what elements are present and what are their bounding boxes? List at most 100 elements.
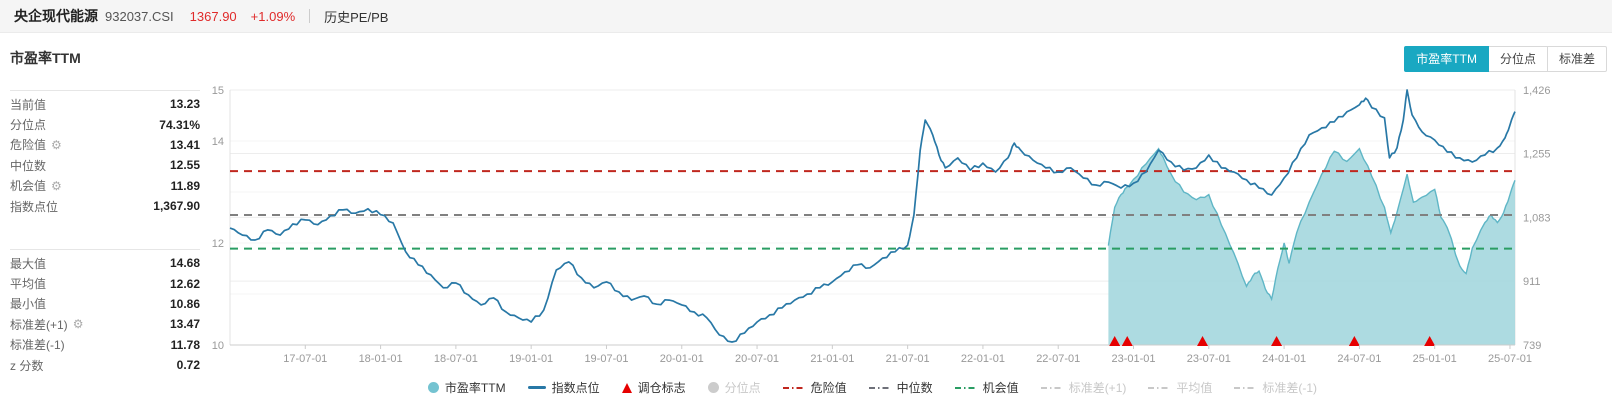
legend-item-分位点[interactable]: 分位点 bbox=[707, 379, 761, 396]
x-axis-tick: 24-01-01 bbox=[1262, 353, 1306, 365]
x-axis-tick: 23-01-01 bbox=[1111, 353, 1155, 365]
legend-item-调仓标志[interactable]: 调仓标志 bbox=[621, 379, 686, 396]
tab-标准差[interactable]: 标准差 bbox=[1546, 46, 1607, 72]
stat-row: 最大值 14.68 bbox=[10, 253, 200, 273]
stat-label: 平均值 bbox=[10, 277, 47, 292]
stat-row: 机会值 ⚙ 11.89 bbox=[10, 176, 200, 196]
x-axis-tick: 19-01-01 bbox=[509, 353, 553, 365]
circle-legend-icon bbox=[707, 382, 719, 393]
legend-label: 标准差(-1) bbox=[1262, 381, 1318, 395]
stat-label: 最小值 bbox=[10, 297, 47, 312]
stat-value: 12.55 bbox=[169, 158, 200, 173]
stat-value: 11.89 bbox=[170, 178, 200, 193]
x-axis-tick: 19-07-01 bbox=[584, 353, 628, 365]
x-axis-tick: 20-01-01 bbox=[660, 353, 704, 365]
y-axis-right-tick: 739 bbox=[1523, 340, 1541, 352]
stat-row: 分位点 74.31% bbox=[10, 114, 200, 134]
top-bar: 央企现代能源 932037.CSI 1367.90 +1.09% 历史PE/PB bbox=[0, 0, 1612, 33]
chart-plot-area[interactable] bbox=[230, 90, 1515, 345]
x-axis-tick: 17-07-01 bbox=[283, 353, 327, 365]
stat-value: 13.41 bbox=[169, 137, 200, 152]
legend-label: 分位点 bbox=[724, 381, 761, 395]
stat-label: 标准差(-1) bbox=[10, 338, 65, 353]
stat-value: 74.31% bbox=[159, 117, 200, 132]
tab-active-市盈率TTM[interactable]: 市盈率TTM bbox=[1404, 46, 1489, 72]
y-axis-left-tick: 15 bbox=[212, 85, 224, 97]
y-axis-right-tick: 1,083 bbox=[1523, 212, 1551, 224]
stat-row: 当前值 13.23 bbox=[10, 94, 200, 114]
x-axis-tick: 22-07-01 bbox=[1036, 353, 1080, 365]
stat-label: 最大值 bbox=[10, 256, 47, 271]
chart-legend: 市盈率TTM 指数点位 调仓标志 分位点 危险值 中位数 机会值 标准差(+1) 平均值 标准差(… bbox=[230, 379, 1515, 396]
legend-item-机会值[interactable]: 机会值 bbox=[954, 379, 1019, 396]
x-axis-tick: 18-07-01 bbox=[434, 353, 478, 365]
stat-label: 危险值 bbox=[10, 138, 47, 153]
stat-label: 分位点 bbox=[10, 118, 47, 133]
stats-secondary: 最大值 14.68 平均值 12.62 最小值 10.86 标准差(+1) ⚙ 13.47 标准差… bbox=[10, 249, 200, 375]
index-name: 央企现代能源 bbox=[14, 8, 98, 24]
stat-label: 当前值 bbox=[10, 97, 47, 112]
y-axis-left-tick: 12 bbox=[212, 238, 224, 250]
y-axis-right-tick: 911 bbox=[1523, 276, 1541, 288]
legend-item-平均值[interactable]: 平均值 bbox=[1148, 379, 1212, 396]
y-axis-right-tick: 1,426 bbox=[1523, 85, 1551, 97]
y-axis-right-tick: 1,255 bbox=[1523, 148, 1551, 160]
chart-title: 市盈率TTM bbox=[10, 50, 81, 66]
y-axis-left-tick: 10 bbox=[212, 340, 224, 352]
dashdot-legend-icon bbox=[782, 386, 805, 389]
stat-row: z 分数 0.72 bbox=[10, 355, 200, 375]
stat-value: 11.78 bbox=[170, 337, 200, 352]
legend-item-标准差(-1)[interactable]: 标准差(-1) bbox=[1234, 379, 1317, 396]
dashdot-legend-icon bbox=[1234, 386, 1257, 389]
stat-row: 标准差(+1) ⚙ 13.47 bbox=[10, 314, 200, 334]
legend-label: 市盈率TTM bbox=[444, 381, 506, 395]
dashdot-legend-icon bbox=[954, 386, 977, 389]
stat-value: 13.23 bbox=[169, 97, 200, 112]
x-axis-tick: 20-07-01 bbox=[735, 353, 779, 365]
stat-row: 中位数 12.55 bbox=[10, 155, 200, 175]
legend-label: 指数点位 bbox=[551, 381, 600, 395]
settings-gear-icon[interactable]: ⚙ bbox=[72, 317, 84, 332]
dashdot-legend-icon bbox=[1148, 386, 1171, 389]
stat-value: 10.86 bbox=[169, 296, 200, 311]
history-pe-pb-link[interactable]: 历史PE/PB bbox=[324, 9, 389, 25]
index-price: 1367.90 bbox=[189, 8, 237, 24]
stat-row: 平均值 12.62 bbox=[10, 273, 200, 293]
x-axis-tick: 21-07-01 bbox=[886, 353, 930, 365]
tab-分位点[interactable]: 分位点 bbox=[1487, 46, 1548, 72]
stat-row: 最小值 10.86 bbox=[10, 294, 200, 314]
triangle-legend-icon bbox=[621, 382, 632, 393]
header-divider bbox=[309, 9, 311, 23]
stat-value: 12.62 bbox=[169, 276, 200, 291]
legend-label: 机会值 bbox=[982, 381, 1019, 395]
stat-row: 指数点位 1,367.90 bbox=[10, 196, 200, 216]
legend-label: 平均值 bbox=[1176, 381, 1213, 395]
stat-value: 1,367.90 bbox=[153, 199, 200, 214]
legend-item-标准差(+1)[interactable]: 标准差(+1) bbox=[1040, 379, 1127, 396]
x-axis-tick: 25-01-01 bbox=[1413, 353, 1457, 365]
circle-legend-icon bbox=[427, 382, 439, 393]
stat-label: 指数点位 bbox=[10, 199, 59, 214]
x-axis-tick: 23-07-01 bbox=[1187, 353, 1231, 365]
legend-label: 标准差(+1) bbox=[1068, 381, 1127, 395]
metric-switcher: 市盈率TTM 分位点 标准差 bbox=[1404, 46, 1607, 72]
stat-row: 标准差(-1) 11.78 bbox=[10, 335, 200, 355]
legend-label: 危险值 bbox=[810, 381, 847, 395]
x-axis-tick: 24-07-01 bbox=[1337, 353, 1381, 365]
stat-label: 中位数 bbox=[10, 158, 47, 173]
x-axis-tick: 18-01-01 bbox=[359, 353, 403, 365]
y-axis-left-tick: 14 bbox=[212, 136, 224, 148]
legend-item-中位数[interactable]: 中位数 bbox=[868, 379, 933, 396]
stat-value: 13.47 bbox=[169, 317, 200, 332]
settings-gear-icon[interactable]: ⚙ bbox=[51, 137, 62, 152]
settings-gear-icon[interactable]: ⚙ bbox=[51, 178, 62, 193]
index-code: 932037.CSI bbox=[105, 8, 174, 24]
dashdot-legend-icon bbox=[868, 386, 891, 389]
legend-item-危险值[interactable]: 危险值 bbox=[782, 379, 847, 396]
legend-label: 调仓标志 bbox=[637, 381, 686, 395]
legend-item-市盈率TTM[interactable]: 市盈率TTM bbox=[427, 379, 506, 396]
dashdot-legend-icon bbox=[1040, 386, 1063, 389]
legend-label: 中位数 bbox=[896, 381, 933, 395]
legend-item-指数点位[interactable]: 指数点位 bbox=[527, 379, 600, 396]
stat-label: 标准差(+1) bbox=[10, 317, 68, 332]
